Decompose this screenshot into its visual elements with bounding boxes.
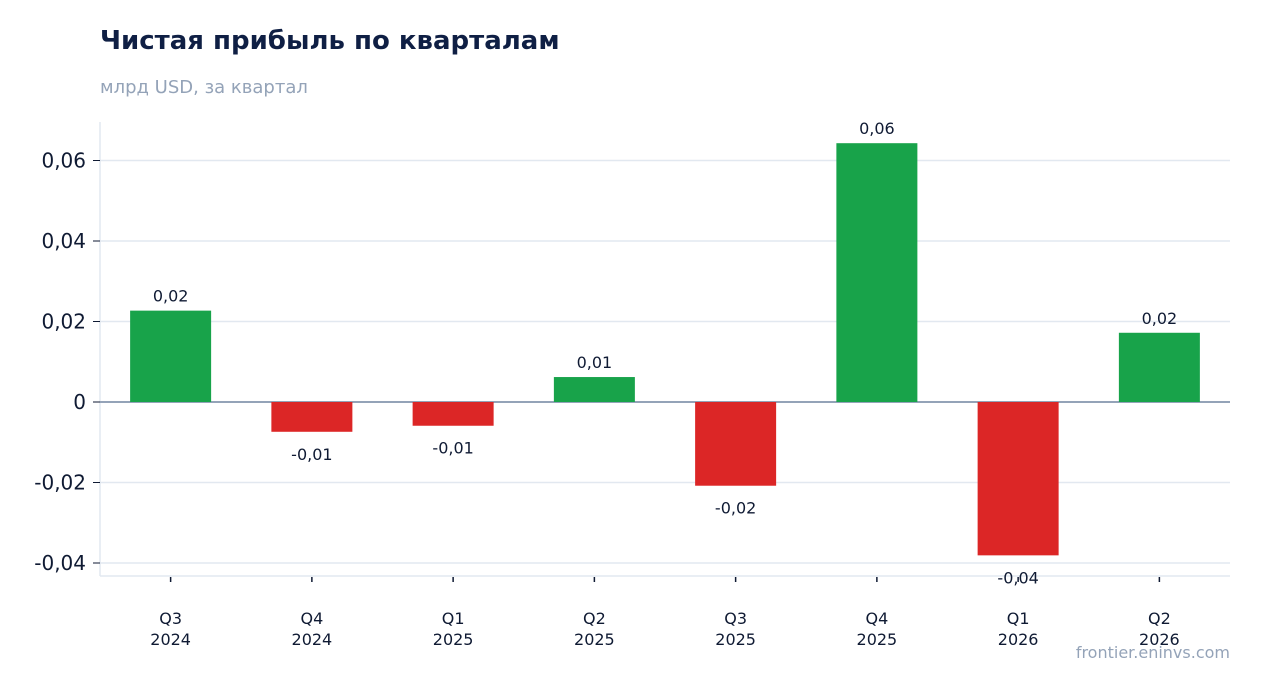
x-tick-label: Q1 [442, 609, 465, 628]
x-tick-label: Q3 [159, 609, 182, 628]
watermark: frontier.eninvs.com [1075, 643, 1230, 662]
bar [977, 402, 1059, 556]
x-tick-label-year: 2026 [998, 630, 1039, 649]
bar [695, 402, 777, 486]
data-label: -0,04 [997, 568, 1038, 587]
x-tick-label-year: 2025 [715, 630, 756, 649]
data-label: -0,01 [291, 445, 332, 464]
label-layer: 0,02 -0,01 -0,01 0,01 -0,02 0,06 -0,04 0,02 [153, 119, 1177, 587]
x-tick-label-year: 2025 [433, 630, 474, 649]
x-tick-label: Q3 [724, 609, 747, 628]
bar [553, 377, 635, 402]
x-tick-label: Q1 [1007, 609, 1030, 628]
y-tick-label: -0,02 [34, 471, 86, 495]
x-tick-label: Q2 [583, 609, 606, 628]
bar [130, 310, 212, 402]
x-tick-label-year: 2024 [292, 630, 333, 649]
x-tick-label-year: 2025 [857, 630, 898, 649]
chart-title: Чистая прибыль по кварталам [100, 26, 560, 56]
data-label: 0,02 [1142, 309, 1178, 328]
x-tick-label: Q4 [865, 609, 888, 628]
bar [836, 143, 918, 402]
x-tick-label-year: 2024 [150, 630, 191, 649]
data-label: 0,06 [859, 119, 895, 138]
y-tick-label: 0,02 [41, 310, 86, 334]
data-label: 0,01 [577, 353, 613, 372]
y-tick-label: 0 [73, 390, 86, 414]
x-tick-label-year: 2026 [1139, 630, 1180, 649]
bar-layer [130, 143, 1200, 556]
bar [412, 402, 494, 426]
chart-subtitle: млрд USD, за квартал [100, 77, 308, 98]
y-tick-label: 0,06 [41, 149, 86, 173]
data-label: -0,02 [715, 499, 756, 518]
data-label: -0,01 [432, 439, 473, 458]
x-tick-label: Q2 [1148, 609, 1171, 628]
grid-layer [100, 159, 1230, 564]
bar [271, 402, 353, 432]
data-label: 0,02 [153, 287, 189, 306]
x-tick-label: Q4 [300, 609, 323, 628]
y-tick-label: 0,04 [41, 229, 86, 253]
bar [1118, 332, 1200, 402]
y-tick-label: -0,04 [34, 551, 86, 575]
x-tick-label-year: 2025 [574, 630, 615, 649]
axis-layer: 0,06 0,04 0,02 0 -0,02 -0,04 Q3 2024 Q4 2024 Q1 202… [34, 122, 1230, 649]
